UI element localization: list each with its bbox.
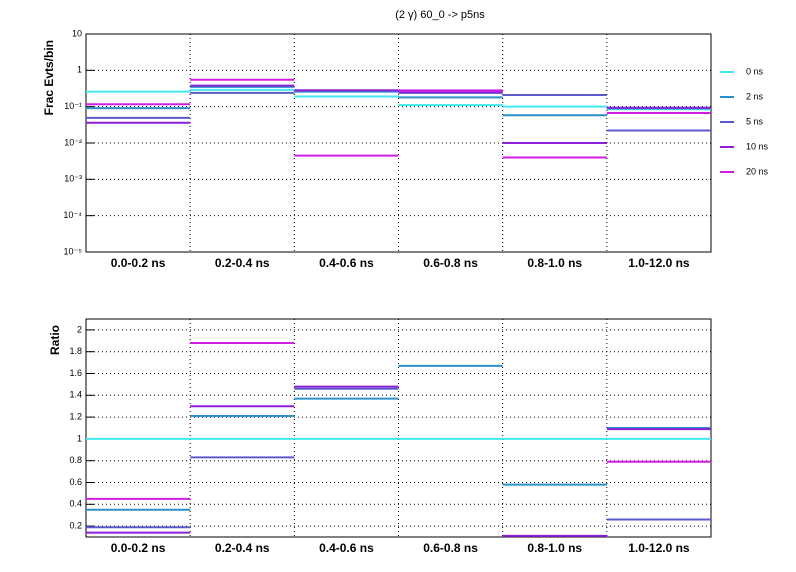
series-layer: [86, 78, 711, 159]
y-tick-label: 1.2: [69, 411, 82, 421]
y-tick-label: 10⁻¹: [64, 101, 82, 111]
x-tick-label: 0.8-1.0 ns: [527, 256, 582, 270]
legend-label: 10 ns: [746, 141, 769, 151]
x-tick-label: 0.6-0.8 ns: [423, 256, 478, 270]
legend-label: 0 ns: [746, 66, 764, 76]
y-tick-label: 10⁻⁴: [63, 210, 82, 220]
legend-label: 2 ns: [746, 91, 764, 101]
y-tick-label: 10⁻²: [64, 137, 82, 147]
x-tick-label: 1.0-12.0 ns: [628, 256, 690, 270]
y-tick-label: 1.4: [69, 390, 82, 400]
x-tick-label: 0.0-0.2 ns: [111, 541, 166, 555]
legend-label: 20 ns: [746, 166, 769, 176]
y-tick-label: 10⁻⁵: [64, 246, 83, 256]
y-tick-label: 2: [77, 324, 82, 334]
y-tick-label: 1.8: [69, 346, 82, 356]
legend-label: 5 ns: [746, 116, 764, 126]
x-tick-label: 0.8-1.0 ns: [527, 541, 582, 555]
series-layer: [86, 341, 711, 537]
x-tick-label: 0.4-0.6 ns: [319, 256, 374, 270]
y-tick-label: 10: [72, 28, 82, 38]
chart-title: (2 γ) 60_0 -> p5ns: [395, 9, 485, 21]
x-tick-label: 0.0-0.2 ns: [111, 256, 166, 270]
y-axis-label: Frac Evts/bin: [42, 40, 56, 115]
x-tick-label: 1.0-12.0 ns: [628, 541, 690, 555]
y-tick-label: 0.4: [69, 499, 82, 509]
x-tick-label: 0.2-0.4 ns: [215, 541, 270, 555]
y-tick-label: 1: [77, 433, 82, 443]
y-tick-label: 10⁻³: [64, 174, 82, 184]
y-tick-label: 0.8: [69, 455, 82, 465]
x-tick-label: 0.6-0.8 ns: [423, 541, 478, 555]
y-tick-label: 0.2: [69, 520, 82, 530]
x-tick-label: 0.4-0.6 ns: [319, 541, 374, 555]
y-tick-label: 1: [77, 65, 82, 75]
y-tick-label: 1.6: [69, 368, 82, 378]
x-tick-label: 0.2-0.4 ns: [215, 256, 270, 270]
y-axis-label: Ratio: [48, 325, 62, 355]
y-tick-label: 0.6: [69, 477, 82, 487]
